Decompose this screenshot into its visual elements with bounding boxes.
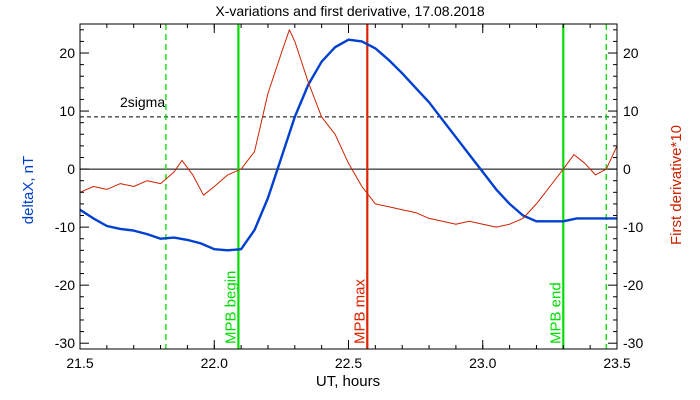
chart-title: X-variations and first derivative, 17.08… <box>215 3 484 19</box>
y-axis-right: -30 -20 -10 0 10 20 <box>608 29 643 351</box>
sigma-label: 2sigma <box>120 94 165 110</box>
plot-frame <box>79 23 618 350</box>
x-tick-label-1: 22.0 <box>201 355 228 371</box>
y-axis-left-label: deltaX, nT <box>20 156 37 224</box>
y-tick-label-right-5: 20 <box>623 45 639 61</box>
x-axis-label: UT, hours <box>316 373 380 390</box>
y-tick-label-left-0: -30 <box>55 335 75 351</box>
y-tick-label-right-2: -10 <box>623 219 643 235</box>
y-tick-label-right-4: 10 <box>623 103 639 119</box>
y-tick-label-left-4: 10 <box>59 103 75 119</box>
event-label-1: MPB begin <box>222 271 239 344</box>
series-line-1 <box>79 29 618 228</box>
x-tick-label-2: 22.5 <box>335 355 362 371</box>
x-tick-label-3: 23.0 <box>469 355 496 371</box>
x-tick-label-0: 21.5 <box>66 355 93 371</box>
y-tick-label-right-3: 0 <box>623 161 631 177</box>
x-axis: 21.5 22.0 22.5 23.0 23.5 <box>66 24 631 371</box>
y-tick-label-left-2: -10 <box>55 219 75 235</box>
event-label-2: MPB max <box>351 278 368 344</box>
y-tick-label-right-0: -30 <box>623 335 643 351</box>
y-axis-left: -30 -20 -10 0 10 20 <box>55 29 89 351</box>
event-label-3: MPB end <box>547 282 564 344</box>
y-axis-right-label: First derivative*10 <box>668 125 685 245</box>
series-line-0 <box>79 38 617 252</box>
y-tick-label-right-1: -20 <box>623 277 643 293</box>
y-tick-label-left-1: -20 <box>55 277 75 293</box>
x-tick-label-4: 23.5 <box>603 355 630 371</box>
y-tick-label-left-5: 20 <box>59 45 75 61</box>
y-tick-label-left-3: 0 <box>67 161 75 177</box>
plot-area: MPB begin MPB max MPB end <box>79 24 618 349</box>
